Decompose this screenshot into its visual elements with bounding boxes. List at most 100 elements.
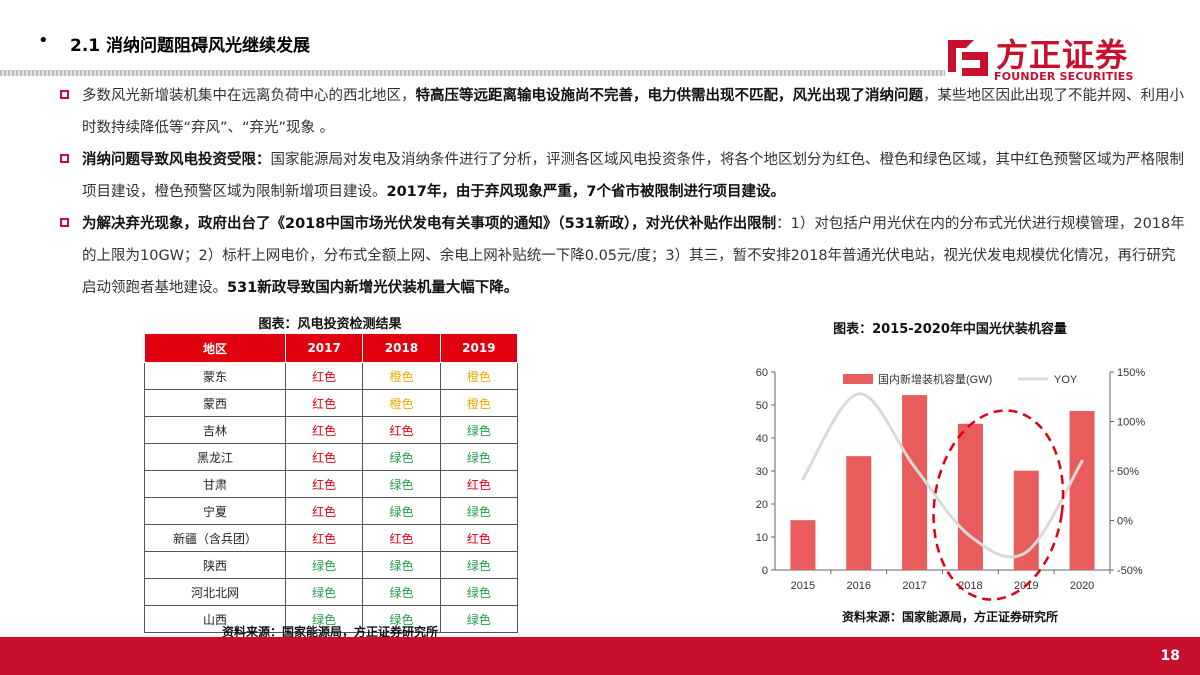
- left-tick-label: 50: [756, 400, 768, 412]
- bold-text: 531新政导致国内新增光伏装机量大幅下降。: [227, 280, 519, 296]
- left-tick-label: 0: [762, 565, 768, 577]
- table-row: 吉林 红色 红色 绿色: [144, 416, 519, 444]
- body-text: ：1）对包括户用光伏在内的分布式光伏进行规模管理，2018年的上限为10GW；2…: [82, 216, 1185, 296]
- body-text: 国家能源局对发电及消纳条件进行了分析，评测各区域风电投资条件，将各个地区划分为红…: [82, 152, 1184, 200]
- yoy-point-2018: [968, 534, 972, 538]
- bullet-paragraph: 为解决弃光现象，政府出台了《2018中国市场光伏发电有关事项的通知》（531新政…: [60, 208, 1190, 304]
- x-tick-label: 2020: [1070, 580, 1094, 592]
- bar-2020: [1069, 410, 1095, 570]
- yoy-point-2020: [1080, 459, 1084, 463]
- bold-text: 消纳问题导致风电投资受限：: [82, 152, 271, 168]
- square-bullet-icon: [60, 218, 69, 227]
- table-row: 蒙东 红色 橙色 橙色: [144, 362, 519, 390]
- body-text: 多数风光新增装机集中在远离负荷中心的西北地区，: [82, 88, 416, 104]
- status-cell: 红色: [362, 416, 441, 444]
- region-cell: 新疆（含兵团）: [144, 524, 286, 552]
- status-cell: 橙色: [362, 362, 441, 390]
- square-bullet-icon: [60, 154, 69, 163]
- bullet-paragraph: 多数风光新增装机集中在远离负荷中心的西北地区，特高压等远距离输电设施尚不完善，电…: [60, 80, 1190, 144]
- status-cell: 橙色: [439, 362, 519, 390]
- table-row: 陕西 绿色 绿色 绿色: [144, 551, 519, 579]
- left-tick-label: 20: [756, 499, 768, 511]
- status-cell: 绿色: [284, 578, 364, 606]
- right-tick-label: 150%: [1117, 367, 1145, 379]
- region-cell: 吉林: [144, 416, 286, 444]
- status-cell: 绿色: [284, 551, 364, 579]
- status-cell: 红色: [284, 443, 364, 471]
- right-tick-label: 0%: [1117, 516, 1133, 528]
- x-tick-label: 2015: [791, 580, 815, 592]
- legend-bar-swatch: [843, 374, 873, 384]
- table-header-row: 地区 2017 2018 2019: [144, 333, 519, 363]
- founder-logo: 方正证券 FOUNDER SECURITIES: [944, 32, 1154, 84]
- status-cell: 绿色: [362, 497, 441, 525]
- wind-investment-table: 地区 2017 2018 2019 蒙东 红色 橙色 橙色 蒙西 红色 橙色 橙色 吉林 红色 红色 绿色黑…: [144, 333, 519, 633]
- status-cell: 绿色: [362, 551, 441, 579]
- region-cell: 黑龙江: [144, 443, 286, 471]
- bar-2017: [902, 395, 928, 570]
- yoy-line: [801, 392, 1084, 559]
- status-cell: 红色: [284, 497, 364, 525]
- bar-2018: [957, 423, 983, 570]
- yoy-point-2016: [857, 392, 861, 396]
- legend-bar-label: 国内新增装机容量(GW): [878, 372, 992, 386]
- bold-text: 为解决弃光现象，政府出台了《2018中国市场光伏发电有关事项的通知》（531新政…: [82, 216, 777, 232]
- pv-capacity-chart: 0 10 20 30 40 50 60 -50% 0% 50% 100% 150% 2015 2016 20…: [756, 367, 1145, 601]
- status-cell: 绿色: [439, 497, 519, 525]
- status-cell: 红色: [439, 470, 519, 498]
- status-cell: 绿色: [439, 416, 519, 444]
- right-tick-label: -50%: [1117, 565, 1143, 577]
- region-cell: 甘肃: [144, 470, 286, 498]
- yoy-point-2015: [801, 477, 805, 481]
- status-cell: 红色: [284, 389, 364, 417]
- table-row: 甘肃 红色 绿色 红色: [144, 470, 519, 498]
- wind-table-title: 图表：风电投资检测结果: [258, 317, 402, 332]
- body-text: ，某些地区因此出现了不能并网、利用小时数持续降低等“弃风”、“弃光”现象 。: [82, 88, 1184, 136]
- status-cell: 绿色: [362, 470, 441, 498]
- status-cell: 红色: [362, 524, 441, 552]
- yoy-point-2019: [1024, 550, 1028, 554]
- region-cell: 陕西: [144, 551, 286, 579]
- logo-text-en: FOUNDER SECURITIES: [994, 70, 1134, 83]
- status-cell: 绿色: [439, 578, 519, 606]
- status-cell: 红色: [284, 470, 364, 498]
- x-tick-label: 2018: [958, 580, 982, 592]
- table-row: 黑龙江 红色 绿色 绿色: [144, 443, 519, 471]
- region-cell: 河北北网: [144, 578, 286, 606]
- table-source: 资料来源：国家能源局，方正证券研究所: [221, 625, 438, 639]
- title-bullet: •: [38, 30, 49, 51]
- page-number: 18: [1160, 648, 1180, 664]
- status-cell: 红色: [284, 362, 364, 390]
- status-cell: 绿色: [439, 443, 519, 471]
- footer-bar: 18: [0, 637, 1200, 675]
- status-cell: 绿色: [284, 605, 364, 633]
- left-tick-label: 40: [756, 433, 768, 445]
- page-title: 2.1 消纳问题阻碍风光继续发展: [70, 36, 311, 56]
- bold-text: 2017年，由于弃风现象严重，7个省市被限制进行项目建设。: [386, 184, 785, 200]
- table-row: 新疆（含兵团） 红色 红色 红色: [144, 524, 519, 552]
- table-header-cell: 地区: [144, 333, 286, 363]
- status-cell: 绿色: [362, 605, 441, 633]
- logo-text-cn: 方正证券: [996, 36, 1129, 74]
- status-cell: 红色: [284, 524, 364, 552]
- x-tick-label: 2017: [902, 580, 926, 592]
- bullet-paragraphs: 多数风光新增装机集中在远离负荷中心的西北地区，特高压等远距离输电设施尚不完善，电…: [60, 80, 1190, 304]
- status-cell: 绿色: [439, 605, 519, 633]
- table-row: 山西 绿色 绿色 绿色: [144, 605, 519, 633]
- table-row: 河北北网 绿色 绿色 绿色: [144, 578, 519, 606]
- region-cell: 蒙西: [144, 389, 286, 417]
- header-divider: [0, 70, 945, 76]
- table-row: 宁夏 红色 绿色 绿色: [144, 497, 519, 525]
- status-cell: 绿色: [439, 551, 519, 579]
- logo-mark-icon: [948, 40, 988, 76]
- table-header-cell: 2018: [362, 333, 441, 363]
- square-bullet-icon: [60, 90, 69, 99]
- bar-2016: [846, 456, 872, 570]
- status-cell: 橙色: [362, 389, 441, 417]
- table-header-cell: 2017: [284, 333, 364, 363]
- right-tick-label: 100%: [1117, 417, 1145, 429]
- bold-text: 特高压等远距离输电设施尚不完善，电力供需出现不匹配，风光出现了消纳问题: [415, 88, 924, 104]
- highlight-ellipse: [932, 409, 1065, 601]
- region-cell: 蒙东: [144, 362, 286, 390]
- table-row: 蒙西 红色 橙色 橙色: [144, 389, 519, 417]
